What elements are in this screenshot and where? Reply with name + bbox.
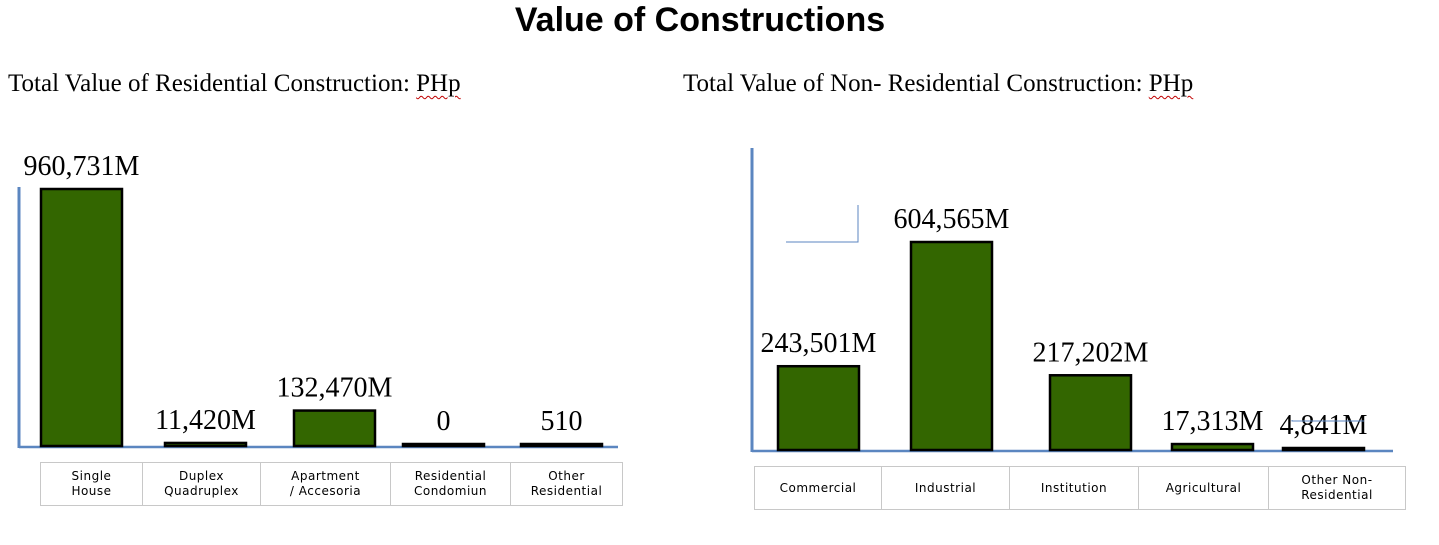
residential-chart-unit: PHp xyxy=(416,70,461,97)
nonres-bar-2 xyxy=(1048,374,1133,452)
res-category-1: Duplex Quadruplex xyxy=(142,462,261,506)
res-category-0: Single House xyxy=(40,462,143,506)
nonres-value-label-1: 604,565M xyxy=(894,204,1010,235)
nonres-guide-line-1 xyxy=(1291,420,1364,422)
nonres-bar-1 xyxy=(909,240,994,452)
res-bar-3 xyxy=(401,442,486,448)
res-value-label-4: 510 xyxy=(541,406,583,437)
nonres-value-label-3: 17,313M xyxy=(1162,406,1264,437)
nonresidential-chart-unit: PHp xyxy=(1148,70,1194,97)
nonres-bar-0 xyxy=(776,364,861,452)
nonres-value-label-0: 243,501M xyxy=(761,328,877,359)
residential-chart-title-text: Total Value of Residential Construction: xyxy=(8,70,417,97)
res-value-label-1: 11,420M xyxy=(155,405,256,436)
nonres-value-label-4: 4,841M xyxy=(1280,410,1368,441)
nonres-value-label-2: 217,202M xyxy=(1033,337,1149,368)
res-bar-2 xyxy=(292,409,377,448)
page-title: Value of Constructions xyxy=(514,1,886,39)
res-bar-1 xyxy=(163,441,248,448)
nonres-bar-4 xyxy=(1281,446,1366,452)
nonres-category-4: Other Non- Residential xyxy=(1268,466,1406,510)
res-bar-0 xyxy=(39,187,124,448)
nonres-guide-line-0 xyxy=(786,205,859,243)
res-category-4: Other Residential xyxy=(510,462,623,506)
res-category-3: Residential Condomiun xyxy=(390,462,511,506)
residential-chart-title: Total Value of Residential Construction:… xyxy=(8,70,461,98)
res-value-label-3: 0 xyxy=(437,406,451,437)
nonres-category-0: Commercial xyxy=(754,466,882,510)
res-value-label-2: 132,470M xyxy=(277,373,393,404)
nonres-category-3: Agricultural xyxy=(1138,466,1269,510)
nonres-bar-3 xyxy=(1170,442,1255,452)
nonresidential-chart-title: Total Value of Non- Residential Construc… xyxy=(683,70,1193,98)
res-bar-4 xyxy=(519,442,604,448)
nonresidential-chart-title-text: Total Value of Non- Residential Construc… xyxy=(683,70,1149,97)
res-category-2: Apartment / Accesoria xyxy=(260,462,391,506)
nonres-category-1: Industrial xyxy=(881,466,1010,510)
nonres-category-2: Institution xyxy=(1009,466,1139,510)
res-value-label-0: 960,731M xyxy=(24,151,140,182)
